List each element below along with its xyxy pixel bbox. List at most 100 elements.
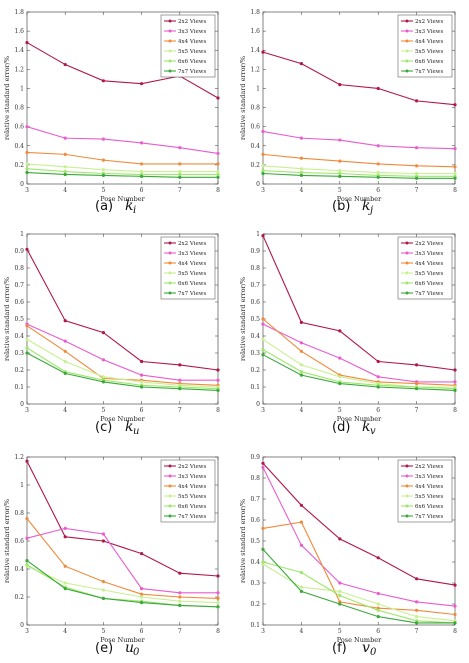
- data-point: [261, 322, 265, 326]
- data-point: [63, 172, 67, 177]
- data-point: [261, 547, 265, 552]
- legend-marker: [168, 19, 172, 23]
- y-tick-label: 0.7: [14, 282, 24, 289]
- series-line-6x6-views: [262, 561, 456, 624]
- data-point: [299, 156, 303, 160]
- data-point: [216, 388, 220, 392]
- data-point: [25, 337, 29, 341]
- data-point: [178, 599, 182, 603]
- data-point: [216, 368, 220, 372]
- legend-marker: [168, 484, 172, 488]
- legend: 2x2 Views 3x3 Views 4x4 Views 5x5 Views 6x6 …: [397, 14, 453, 78]
- legend-entry: 3x3 Views: [178, 29, 206, 35]
- legend-marker: [405, 29, 409, 33]
- data-point: [261, 560, 265, 564]
- legend-entry: 2x2 Views: [415, 464, 443, 470]
- data-point: [140, 82, 144, 86]
- data-point: [216, 96, 220, 100]
- chart-panel-f: 0.1 0.2 0.3 0.4 0.5 0.6 0.7 0.8 0.9 3 4 5 6 7 8 Pose Nu…: [239, 454, 457, 658]
- x-tick-label: 7: [178, 628, 182, 635]
- legend-marker: [168, 59, 172, 63]
- data-point: [261, 461, 265, 465]
- caption-subscript: j: [368, 205, 373, 216]
- data-point: [101, 173, 105, 177]
- data-point: [25, 247, 29, 251]
- data-point: [140, 595, 144, 599]
- data-point: [178, 378, 182, 382]
- data-point: [216, 378, 220, 382]
- data-point: [178, 603, 182, 608]
- x-tick-label: 4: [63, 407, 67, 414]
- y-axis-label: relative standard error/%: [239, 499, 247, 583]
- data-point: [376, 385, 380, 389]
- caption-variable: k: [362, 419, 370, 435]
- x-tick-label: 4: [63, 187, 67, 194]
- data-point: [101, 375, 105, 379]
- data-point: [25, 517, 29, 521]
- data-point: [140, 373, 144, 377]
- legend-marker: [405, 59, 409, 63]
- data-point: [178, 172, 182, 177]
- data-point: [140, 174, 144, 178]
- y-tick-label: 0.1: [250, 384, 260, 391]
- x-tick-label: 4: [299, 628, 303, 635]
- data-point: [216, 169, 220, 174]
- data-point: [338, 174, 342, 178]
- data-point: [415, 164, 419, 168]
- y-tick-label: 0.8: [250, 475, 260, 482]
- y-tick-label: 1.6: [14, 28, 24, 35]
- series-line-3x3-views: [262, 467, 456, 607]
- x-tick-label: 8: [453, 628, 457, 635]
- data-point: [299, 173, 303, 177]
- x-axis-label: Pose Number: [337, 195, 382, 203]
- series-line-2x2-views: [262, 51, 456, 106]
- y-tick-label: 1.4: [250, 47, 260, 54]
- data-point: [140, 359, 144, 364]
- data-point: [178, 387, 182, 391]
- data-point: [63, 535, 67, 539]
- legend-entry: 4x4 Views: [415, 39, 443, 45]
- legend-entry: 4x4 Views: [178, 39, 206, 45]
- y-tick-label: 1.2: [14, 66, 24, 73]
- data-point: [415, 382, 419, 386]
- series-line-2x2-views: [262, 235, 456, 371]
- x-tick-label: 3: [25, 407, 29, 414]
- legend: 2x2 Views 3x3 Views 4x4 Views 5x5 Views 6x6 …: [160, 459, 216, 523]
- data-point: [178, 162, 182, 166]
- x-tick-label: 7: [415, 187, 419, 194]
- data-point: [453, 604, 457, 608]
- y-axis-label: relative standard error/%: [3, 277, 11, 361]
- legend-marker: [405, 484, 409, 488]
- data-point: [415, 146, 419, 150]
- series-line-4x4-views: [26, 518, 219, 599]
- data-point: [63, 526, 67, 531]
- y-tick-label: 0.7: [250, 282, 260, 289]
- legend-entry: 2x2 Views: [178, 464, 206, 470]
- series-line-3x3-views: [262, 323, 455, 383]
- x-tick-label: 6: [140, 407, 144, 414]
- y-tick-label: 0.1: [14, 384, 24, 391]
- series-line-7x7-views: [262, 549, 455, 624]
- x-tick-label: 7: [178, 407, 182, 414]
- legend-entry: 7x7 Views: [415, 69, 443, 75]
- y-tick-label: 1: [256, 231, 260, 238]
- caption-subscript: u: [133, 426, 139, 437]
- data-point: [415, 600, 419, 604]
- caption-variable: k: [125, 198, 133, 214]
- y-tick-label: 0: [256, 181, 260, 188]
- data-point: [338, 375, 342, 379]
- legend-marker: [405, 474, 409, 478]
- legend-marker: [405, 69, 409, 73]
- data-point: [216, 574, 220, 578]
- data-point: [299, 520, 303, 524]
- data-point: [140, 380, 144, 384]
- data-point: [101, 168, 105, 172]
- series-line-7x7-views: [26, 171, 218, 178]
- data-point: [140, 141, 144, 145]
- y-tick-label: 0.8: [14, 510, 24, 517]
- legend-entry: 2x2 Views: [415, 241, 443, 247]
- x-tick-label: 5: [101, 407, 105, 414]
- data-point: [376, 615, 380, 619]
- y-tick-label: 0.2: [14, 594, 24, 601]
- caption-subscript: i: [133, 205, 136, 216]
